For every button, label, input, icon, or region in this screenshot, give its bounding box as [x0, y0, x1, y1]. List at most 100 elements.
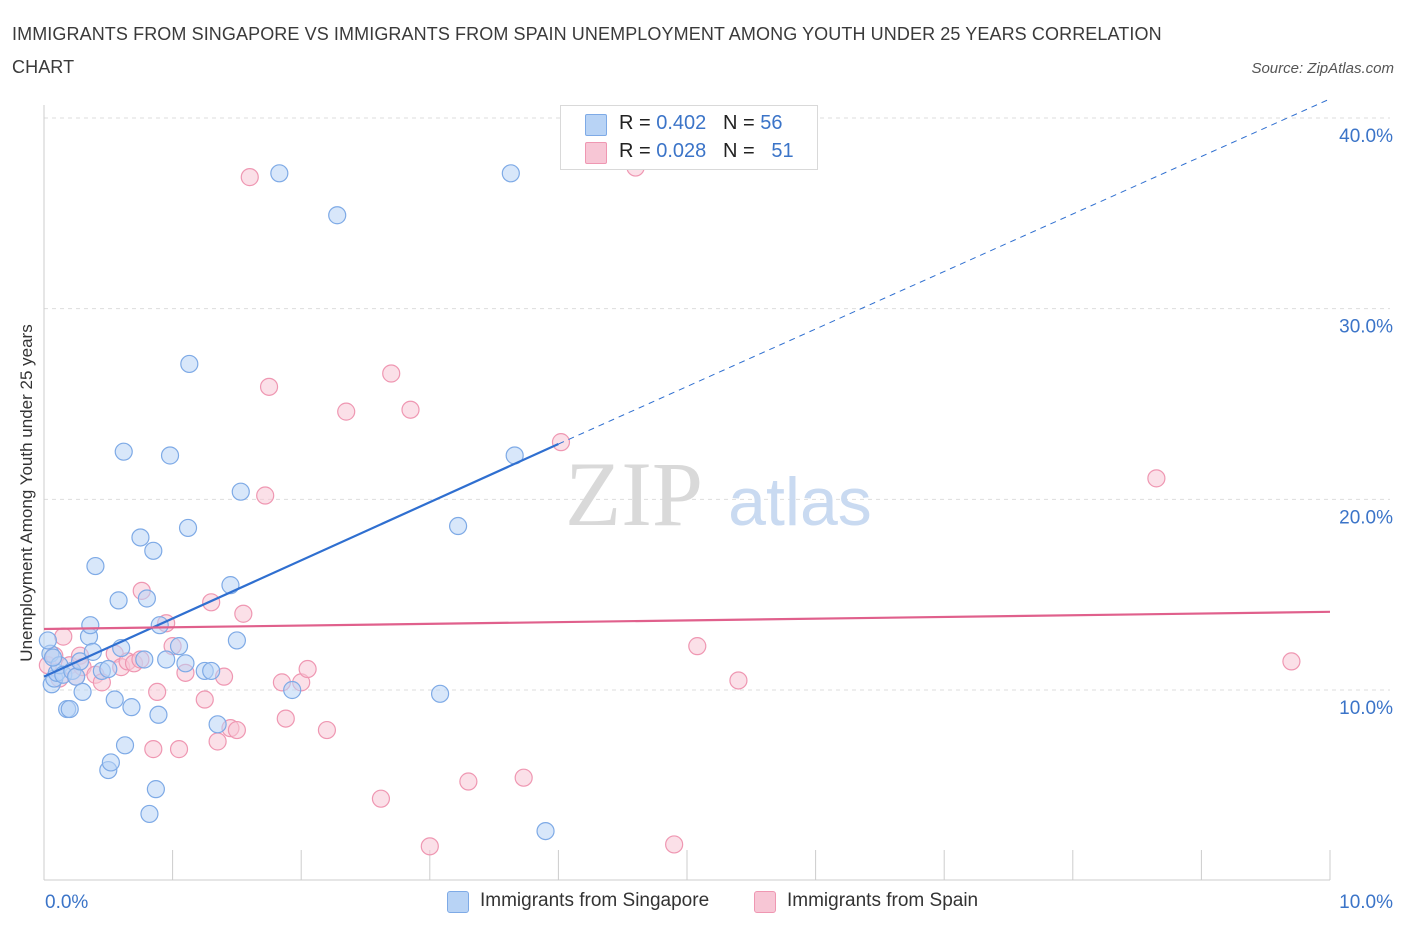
watermark-atlas: atlas [728, 464, 872, 540]
singapore-point [114, 442, 133, 461]
singapore-point [109, 591, 128, 610]
spain-point [371, 789, 391, 808]
spain-point [382, 364, 401, 383]
spain-point [227, 720, 246, 740]
singapore-point [43, 648, 63, 667]
trend-lines [43, 98, 1331, 678]
y-axis-label: Unemployment Among Youth under 25 years [17, 324, 36, 662]
chart-title: IMMIGRANTS FROM SINGAPORE VS IMMIGRANTS … [12, 24, 1162, 77]
watermark: ZIP atlas [565, 443, 872, 545]
singapore-trend-extension [558, 98, 1331, 445]
gridlines [44, 117, 1390, 691]
spain-point [208, 732, 227, 751]
y-tick-label: 20.0% [1339, 507, 1393, 528]
spain-point [259, 377, 279, 396]
spain-point [420, 837, 439, 856]
spain-point [459, 772, 478, 791]
singapore-point [60, 699, 79, 719]
singapore-point [448, 516, 468, 536]
singapore-point [208, 715, 227, 734]
singapore-point [86, 556, 105, 576]
singapore-point [144, 541, 163, 560]
legend-r-value-spain: 0.028 [656, 140, 707, 162]
singapore-point [149, 705, 168, 724]
spain-point [1147, 469, 1166, 488]
spain-point [298, 659, 317, 679]
singapore-point [202, 661, 221, 681]
singapore-point [105, 690, 124, 709]
singapore-point [430, 684, 450, 703]
spain-trend-line [43, 610, 1331, 631]
x-tick-labels: 0.0% 10.0% [45, 892, 1393, 913]
spain-point [317, 720, 337, 740]
singapore-point [115, 736, 135, 755]
singapore-trend-line [43, 443, 559, 678]
y-tick-label: 40.0% [1339, 126, 1393, 147]
legend-n-value-spain: 51 [771, 140, 794, 162]
x-ticks [172, 850, 1331, 880]
singapore-point [227, 631, 246, 650]
y-tick-label: 10.0% [1339, 698, 1393, 719]
singapore-point [131, 528, 150, 547]
spain-point [665, 835, 684, 854]
y-tick-labels: 10.0% 20.0% 30.0% 40.0% [1339, 126, 1393, 719]
x-tick-label-min: 0.0% [45, 892, 88, 913]
spain-point [234, 604, 253, 623]
watermark-zip: ZIP [565, 443, 703, 545]
spain-point [169, 740, 189, 759]
singapore-point [178, 518, 198, 538]
singapore-point [101, 753, 120, 772]
legend-swatch-spain [585, 142, 607, 164]
singapore-point [169, 637, 189, 656]
singapore-point [140, 804, 159, 824]
singapore-point [160, 446, 180, 465]
spain-point [148, 682, 167, 702]
spain-point [144, 740, 163, 759]
spain-point [401, 400, 420, 419]
spain-point [1282, 652, 1301, 671]
bottom-legend-label-singapore: Immigrants from Singapore [480, 890, 710, 911]
legend-n-label-spain: N = [722, 140, 761, 162]
spain-point [276, 709, 295, 728]
spain-point [240, 168, 259, 187]
legend-r-label-spain: R = [619, 140, 657, 162]
singapore-point [221, 576, 240, 595]
series-singapore-points [38, 164, 555, 841]
bottom-legend-label-spain: Immigrants from Spain [787, 890, 979, 911]
spain-point [729, 671, 748, 690]
spain-point [54, 627, 73, 646]
spain-point [195, 690, 214, 709]
legend-swatch-singapore [585, 114, 607, 136]
y-tick-label: 30.0% [1339, 317, 1393, 338]
singapore-point [157, 650, 176, 669]
singapore-point [231, 482, 250, 501]
singapore-point [180, 354, 199, 374]
legend-n-label-singapore: N = [722, 112, 761, 134]
correlation-legend: R = 0.402 N = 56 R = 0.028 N = 51 [560, 105, 818, 170]
singapore-point [146, 780, 165, 799]
singapore-point [81, 616, 100, 635]
legend-r-value-singapore: 0.402 [656, 112, 707, 134]
spain-point [256, 486, 275, 505]
x-tick-label-max: 10.0% [1339, 892, 1393, 913]
spain-point [688, 637, 707, 656]
spain-point [551, 433, 571, 452]
singapore-point [73, 682, 92, 702]
legend-r-label-singapore: R = [619, 112, 657, 134]
singapore-point [328, 206, 347, 225]
singapore-point [501, 164, 520, 183]
source-label: Source: ZipAtlas.com [1251, 60, 1394, 77]
singapore-point [99, 659, 118, 679]
singapore-point [283, 680, 302, 700]
singapore-point [122, 698, 141, 717]
singapore-point [137, 589, 156, 608]
singapore-point [536, 821, 555, 841]
singapore-point [270, 164, 289, 183]
bottom-legend-swatch-singapore [447, 891, 469, 913]
spain-point [337, 402, 356, 421]
singapore-point [135, 650, 154, 669]
spain-point [514, 768, 533, 787]
spain-point [202, 593, 221, 612]
singapore-point [176, 654, 195, 673]
